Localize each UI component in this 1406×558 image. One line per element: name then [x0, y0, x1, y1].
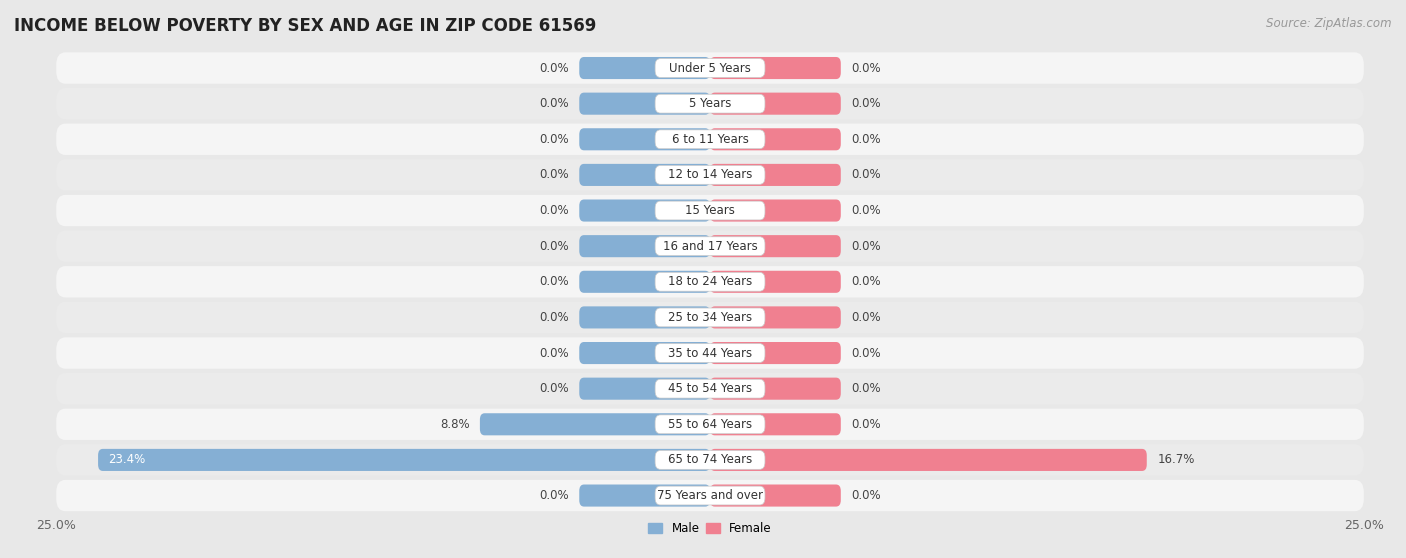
Text: 0.0%: 0.0%	[851, 204, 882, 217]
Text: 0.0%: 0.0%	[851, 382, 882, 395]
Text: 45 to 54 Years: 45 to 54 Years	[668, 382, 752, 395]
FancyBboxPatch shape	[56, 124, 1364, 155]
FancyBboxPatch shape	[579, 164, 710, 186]
FancyBboxPatch shape	[710, 378, 841, 400]
FancyBboxPatch shape	[56, 480, 1364, 511]
FancyBboxPatch shape	[655, 272, 765, 291]
Text: Under 5 Years: Under 5 Years	[669, 61, 751, 75]
FancyBboxPatch shape	[655, 130, 765, 148]
FancyBboxPatch shape	[56, 159, 1364, 191]
FancyBboxPatch shape	[56, 302, 1364, 333]
FancyBboxPatch shape	[579, 93, 710, 115]
Text: 0.0%: 0.0%	[538, 382, 569, 395]
Text: 23.4%: 23.4%	[108, 454, 146, 466]
Text: 18 to 24 Years: 18 to 24 Years	[668, 275, 752, 288]
Text: 55 to 64 Years: 55 to 64 Years	[668, 418, 752, 431]
FancyBboxPatch shape	[56, 195, 1364, 226]
FancyBboxPatch shape	[655, 59, 765, 78]
Text: 0.0%: 0.0%	[851, 169, 882, 181]
FancyBboxPatch shape	[56, 88, 1364, 119]
FancyBboxPatch shape	[655, 94, 765, 113]
Text: 25 to 34 Years: 25 to 34 Years	[668, 311, 752, 324]
Legend: Male, Female: Male, Female	[644, 517, 776, 540]
Text: 0.0%: 0.0%	[538, 347, 569, 359]
FancyBboxPatch shape	[710, 449, 1147, 471]
Text: INCOME BELOW POVERTY BY SEX AND AGE IN ZIP CODE 61569: INCOME BELOW POVERTY BY SEX AND AGE IN Z…	[14, 17, 596, 35]
Text: 0.0%: 0.0%	[851, 489, 882, 502]
FancyBboxPatch shape	[56, 373, 1364, 405]
Text: 0.0%: 0.0%	[538, 61, 569, 75]
Text: 65 to 74 Years: 65 to 74 Years	[668, 454, 752, 466]
Text: 0.0%: 0.0%	[538, 133, 569, 146]
FancyBboxPatch shape	[56, 52, 1364, 84]
Text: Source: ZipAtlas.com: Source: ZipAtlas.com	[1267, 17, 1392, 30]
Text: 35 to 44 Years: 35 to 44 Years	[668, 347, 752, 359]
FancyBboxPatch shape	[579, 306, 710, 329]
FancyBboxPatch shape	[710, 413, 841, 435]
Text: 12 to 14 Years: 12 to 14 Years	[668, 169, 752, 181]
FancyBboxPatch shape	[710, 93, 841, 115]
Text: 6 to 11 Years: 6 to 11 Years	[672, 133, 748, 146]
FancyBboxPatch shape	[56, 338, 1364, 369]
FancyBboxPatch shape	[56, 230, 1364, 262]
FancyBboxPatch shape	[655, 379, 765, 398]
Text: 0.0%: 0.0%	[538, 240, 569, 253]
Text: 0.0%: 0.0%	[538, 169, 569, 181]
Text: 75 Years and over: 75 Years and over	[657, 489, 763, 502]
Text: 15 Years: 15 Years	[685, 204, 735, 217]
Text: 16.7%: 16.7%	[1157, 454, 1195, 466]
FancyBboxPatch shape	[479, 413, 710, 435]
FancyBboxPatch shape	[710, 200, 841, 222]
Text: 0.0%: 0.0%	[538, 275, 569, 288]
FancyBboxPatch shape	[655, 415, 765, 434]
FancyBboxPatch shape	[98, 449, 710, 471]
FancyBboxPatch shape	[655, 450, 765, 469]
FancyBboxPatch shape	[579, 235, 710, 257]
Text: 0.0%: 0.0%	[851, 418, 882, 431]
FancyBboxPatch shape	[579, 128, 710, 150]
FancyBboxPatch shape	[579, 57, 710, 79]
FancyBboxPatch shape	[56, 408, 1364, 440]
Text: 5 Years: 5 Years	[689, 97, 731, 110]
Text: 0.0%: 0.0%	[851, 311, 882, 324]
FancyBboxPatch shape	[710, 484, 841, 507]
Text: 0.0%: 0.0%	[538, 204, 569, 217]
FancyBboxPatch shape	[710, 342, 841, 364]
FancyBboxPatch shape	[710, 164, 841, 186]
FancyBboxPatch shape	[579, 200, 710, 222]
FancyBboxPatch shape	[655, 486, 765, 505]
Text: 0.0%: 0.0%	[851, 61, 882, 75]
FancyBboxPatch shape	[655, 166, 765, 184]
FancyBboxPatch shape	[710, 306, 841, 329]
FancyBboxPatch shape	[579, 484, 710, 507]
Text: 8.8%: 8.8%	[440, 418, 470, 431]
FancyBboxPatch shape	[579, 378, 710, 400]
FancyBboxPatch shape	[655, 237, 765, 256]
Text: 0.0%: 0.0%	[538, 97, 569, 110]
Text: 0.0%: 0.0%	[851, 240, 882, 253]
Text: 0.0%: 0.0%	[851, 275, 882, 288]
FancyBboxPatch shape	[655, 308, 765, 327]
FancyBboxPatch shape	[56, 266, 1364, 297]
FancyBboxPatch shape	[579, 271, 710, 293]
FancyBboxPatch shape	[655, 201, 765, 220]
Text: 16 and 17 Years: 16 and 17 Years	[662, 240, 758, 253]
Text: 0.0%: 0.0%	[851, 133, 882, 146]
Text: 0.0%: 0.0%	[538, 311, 569, 324]
FancyBboxPatch shape	[710, 128, 841, 150]
Text: 0.0%: 0.0%	[851, 347, 882, 359]
FancyBboxPatch shape	[710, 271, 841, 293]
FancyBboxPatch shape	[710, 57, 841, 79]
FancyBboxPatch shape	[56, 444, 1364, 475]
Text: 0.0%: 0.0%	[851, 97, 882, 110]
FancyBboxPatch shape	[655, 344, 765, 363]
FancyBboxPatch shape	[710, 235, 841, 257]
Text: 0.0%: 0.0%	[538, 489, 569, 502]
FancyBboxPatch shape	[579, 342, 710, 364]
